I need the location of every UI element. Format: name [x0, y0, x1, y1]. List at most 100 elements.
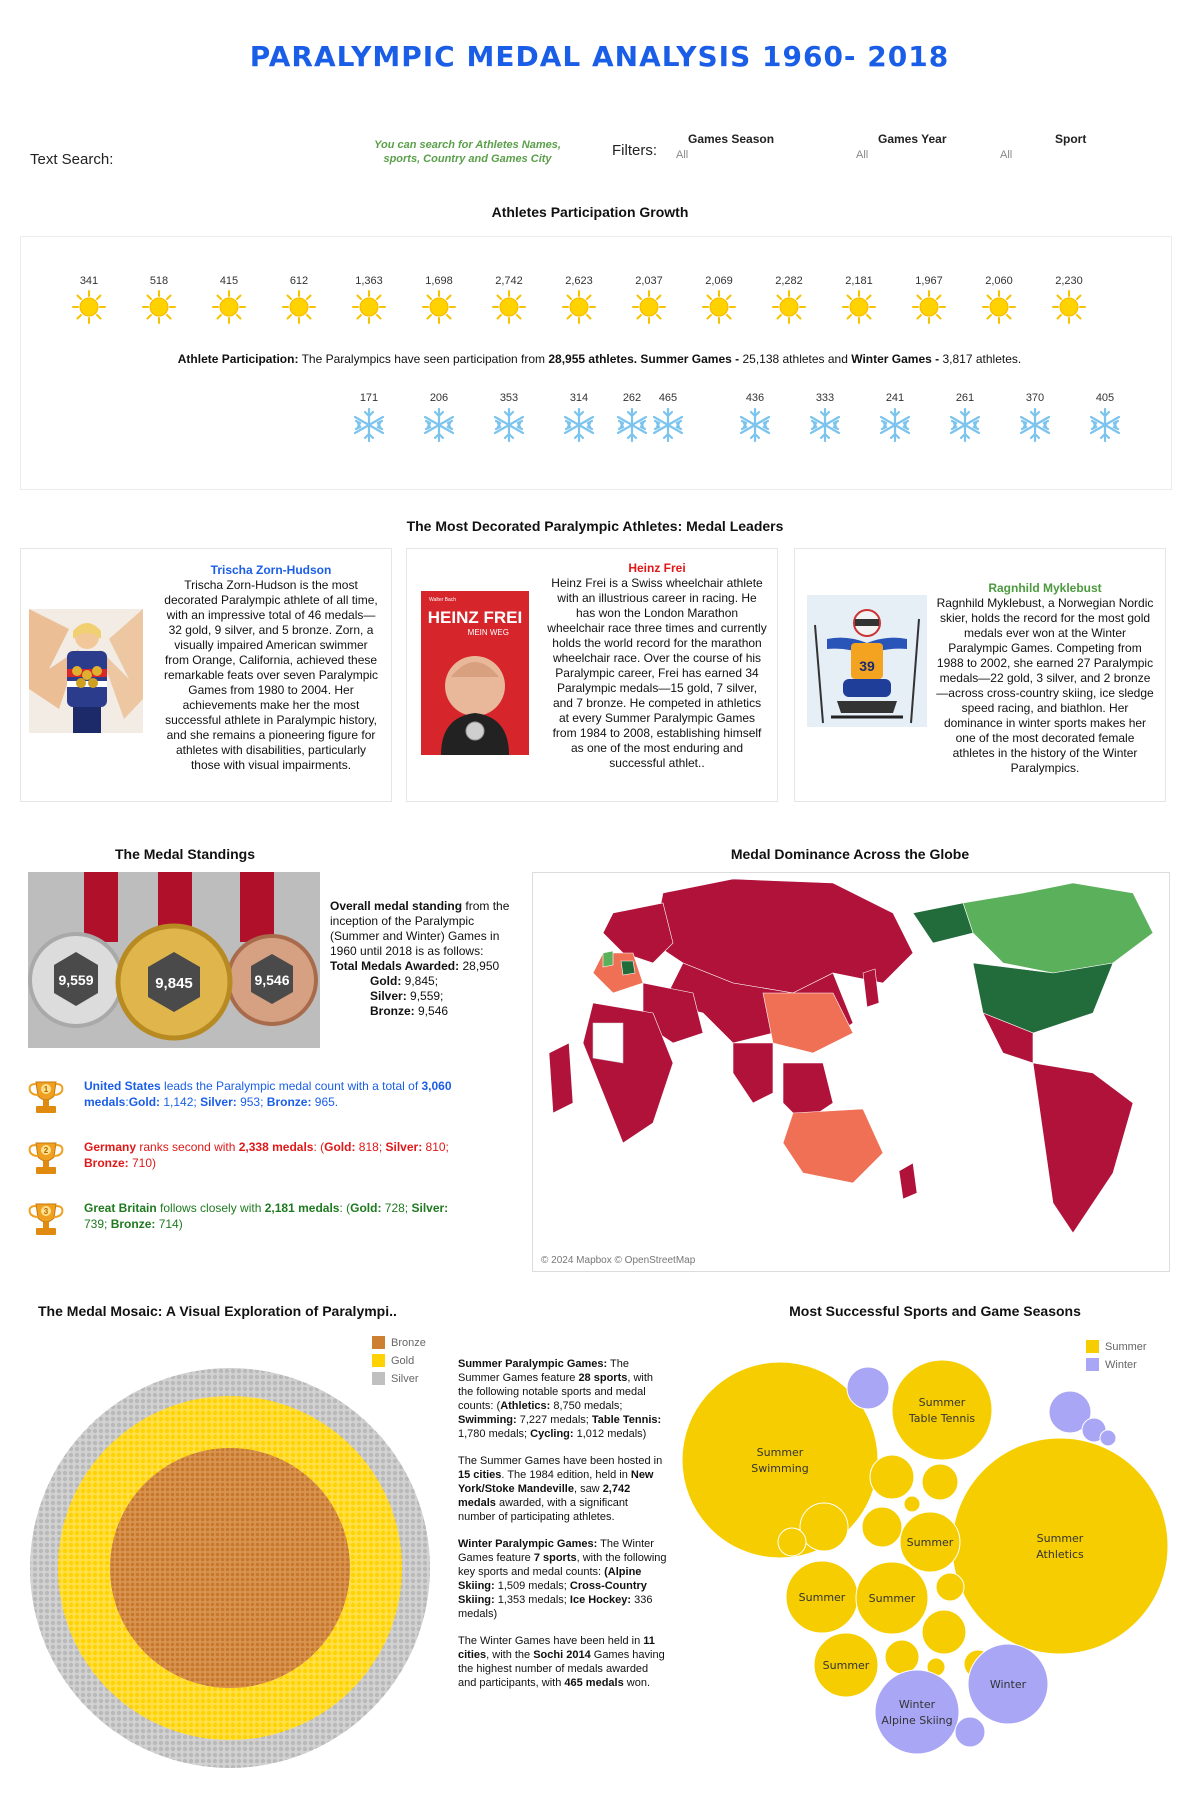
summer-games-cell[interactable]: 2,742 [474, 275, 544, 327]
region-india[interactable] [732, 1042, 774, 1104]
region-europe-north[interactable] [602, 902, 674, 964]
bubble-summer-athletics[interactable] [951, 1437, 1169, 1655]
region-alaska[interactable] [912, 902, 974, 944]
bubble-label: Summer [919, 1396, 966, 1409]
summer-cities-text4: awarded, with a significant number of pa… [458, 1497, 628, 1523]
sport-filter[interactable]: Sport All [1000, 132, 1086, 161]
snowflake-icon [1087, 407, 1123, 446]
winter-games-cell[interactable]: 333 [790, 392, 860, 446]
region-canada[interactable] [962, 882, 1154, 974]
summer-games-cell[interactable]: 2,181 [824, 275, 894, 327]
winter-games-cell[interactable]: 353 [474, 392, 544, 446]
search-hint[interactable]: You can search for Athletes Names, sport… [374, 139, 561, 165]
summer-games-cell[interactable]: 1,967 [894, 275, 964, 327]
bubble-summer[interactable] [921, 1463, 959, 1501]
region-germany[interactable] [620, 960, 636, 976]
winter-games-cell[interactable]: 314 [544, 392, 614, 446]
region-south-america[interactable] [1032, 1062, 1134, 1234]
summer-games-cell[interactable]: 1,363 [334, 275, 404, 327]
winter-games-cell[interactable]: 261 [930, 392, 1000, 446]
region-australia[interactable] [782, 1108, 884, 1184]
region-japan[interactable] [862, 968, 880, 1008]
winter-games-cell[interactable]: 206 [404, 392, 474, 446]
summer-games-cell[interactable]: 2,037 [614, 275, 684, 327]
bubble-winter[interactable] [967, 1643, 1049, 1725]
winter-games-cell[interactable]: 405 [1070, 392, 1140, 446]
bubble-winter-small[interactable] [954, 1716, 986, 1748]
bubble-summer[interactable] [861, 1506, 903, 1548]
summer-cities-count: 15 cities [458, 1469, 502, 1481]
games-season-value[interactable]: All [676, 149, 689, 161]
summer-games-cell[interactable]: 415 [194, 275, 264, 327]
winter-games-cell[interactable]: 465 [650, 392, 686, 446]
summer-games-cell[interactable]: 1,698 [404, 275, 474, 327]
summer-games-cell[interactable]: 2,069 [684, 275, 754, 327]
summer-games-cell[interactable]: 2,230 [1034, 275, 1104, 327]
gold-medal-count: 9,845 [155, 975, 193, 992]
bubble-summer-table-tennis[interactable] [891, 1359, 993, 1461]
winter-games-cell[interactable]: 171 [334, 392, 404, 446]
summer-games-cell[interactable]: 2,623 [544, 275, 614, 327]
winter-summary-label: Winter Paralympic Games: [458, 1538, 598, 1550]
bubble-legend-item[interactable]: Summer [1086, 1340, 1147, 1353]
bubble-summer[interactable] [921, 1609, 967, 1655]
mosaic-panel: Bronze Gold Silver [20, 1332, 444, 1774]
country-leader-row[interactable]: 3 Great Britain follows closely with 2,1… [24, 1200, 504, 1243]
summer-games-cell[interactable]: 612 [264, 275, 334, 327]
sport-value[interactable]: All [1000, 149, 1013, 161]
bubble-winter-small[interactable] [1048, 1390, 1092, 1434]
world-map-svg[interactable]: © 2024 Mapbox © OpenStreetMap [533, 873, 1169, 1271]
bubble-winter-small[interactable] [1099, 1429, 1117, 1447]
winter-games-cell[interactable]: 262 [614, 392, 650, 446]
bubble-summer[interactable] [903, 1495, 921, 1513]
summer-games-cell[interactable]: 2,282 [754, 275, 824, 327]
mosaic-legend-item[interactable]: Gold [372, 1354, 426, 1367]
bubble-summer[interactable] [935, 1572, 965, 1602]
leader-bronze-value: 714) [155, 1217, 183, 1231]
region-africa-no-data[interactable] [592, 1022, 624, 1064]
country-leader-row[interactable]: 1 United States leads the Paralympic med… [24, 1078, 504, 1121]
summer-games-cell[interactable]: 341 [54, 275, 124, 327]
region-south-america-west[interactable] [548, 1042, 574, 1114]
mosaic-legend-item[interactable]: Silver [372, 1372, 426, 1385]
sun-icon [772, 290, 806, 327]
bubble-summer[interactable] [813, 1632, 879, 1698]
region-new-zealand[interactable] [898, 1162, 918, 1200]
bubble-summer[interactable] [799, 1502, 849, 1552]
mosaic-legend-item[interactable]: Bronze [372, 1336, 426, 1349]
winter-games-cell[interactable]: 370 [1000, 392, 1070, 446]
athlete-card-frei[interactable]: Walter Bach HEINZ FREI MEIN WEG Heinz Fr… [406, 548, 778, 802]
legend-label: Silver [391, 1372, 419, 1385]
winter-games-cell[interactable]: 436 [720, 392, 790, 446]
participation-summary: Athlete Participation: The Paralympics h… [0, 352, 1199, 366]
bronze-core[interactable] [110, 1448, 350, 1688]
bubble-summer[interactable] [855, 1561, 929, 1635]
bubble-chart[interactable]: Summer Swimming Summer Athletics Summer Table… [681, 1332, 1172, 1774]
legend-swatch [372, 1354, 385, 1367]
athlete-card-zorn[interactable]: Trischa Zorn-Hudson Trischa Zorn-Hudson … [20, 548, 392, 802]
region-russia[interactable] [652, 878, 914, 994]
bubble-summer[interactable] [777, 1527, 807, 1557]
world-map[interactable]: © 2024 Mapbox © OpenStreetMap [532, 872, 1170, 1272]
winter-athlete-count: 206 [429, 392, 449, 404]
region-china[interactable] [762, 992, 854, 1054]
summer-games-cell[interactable]: 2,060 [964, 275, 1034, 327]
games-year-filter[interactable]: Games Year All [856, 132, 947, 161]
bubble-winter-alpine[interactable] [874, 1669, 960, 1755]
bubble-summer[interactable] [899, 1511, 961, 1573]
bubble-summer[interactable] [869, 1454, 915, 1500]
trophy-icon: 3 [24, 1200, 68, 1243]
summer-games-cell[interactable]: 518 [124, 275, 194, 327]
zorn-photo [29, 609, 143, 733]
athlete-card-myklebust[interactable]: 39 Ragnhild Myklebust Ragnhild Myklebust… [794, 548, 1166, 802]
winter-games-cell[interactable]: 241 [860, 392, 930, 446]
bubble-summer[interactable] [884, 1639, 920, 1675]
medal-mosaic-chart[interactable] [20, 1332, 444, 1774]
bubble-legend-item[interactable]: Winter [1086, 1358, 1147, 1371]
region-great-britain[interactable] [602, 950, 614, 968]
games-season-filter[interactable]: Games Season All [676, 132, 774, 161]
country-leader-row[interactable]: 2 Germany ranks second with 2,338 medals… [24, 1139, 504, 1182]
games-year-value[interactable]: All [856, 149, 869, 161]
winter-athlete-count: 370 [1025, 392, 1045, 404]
bubble-winter-small[interactable] [846, 1366, 890, 1410]
